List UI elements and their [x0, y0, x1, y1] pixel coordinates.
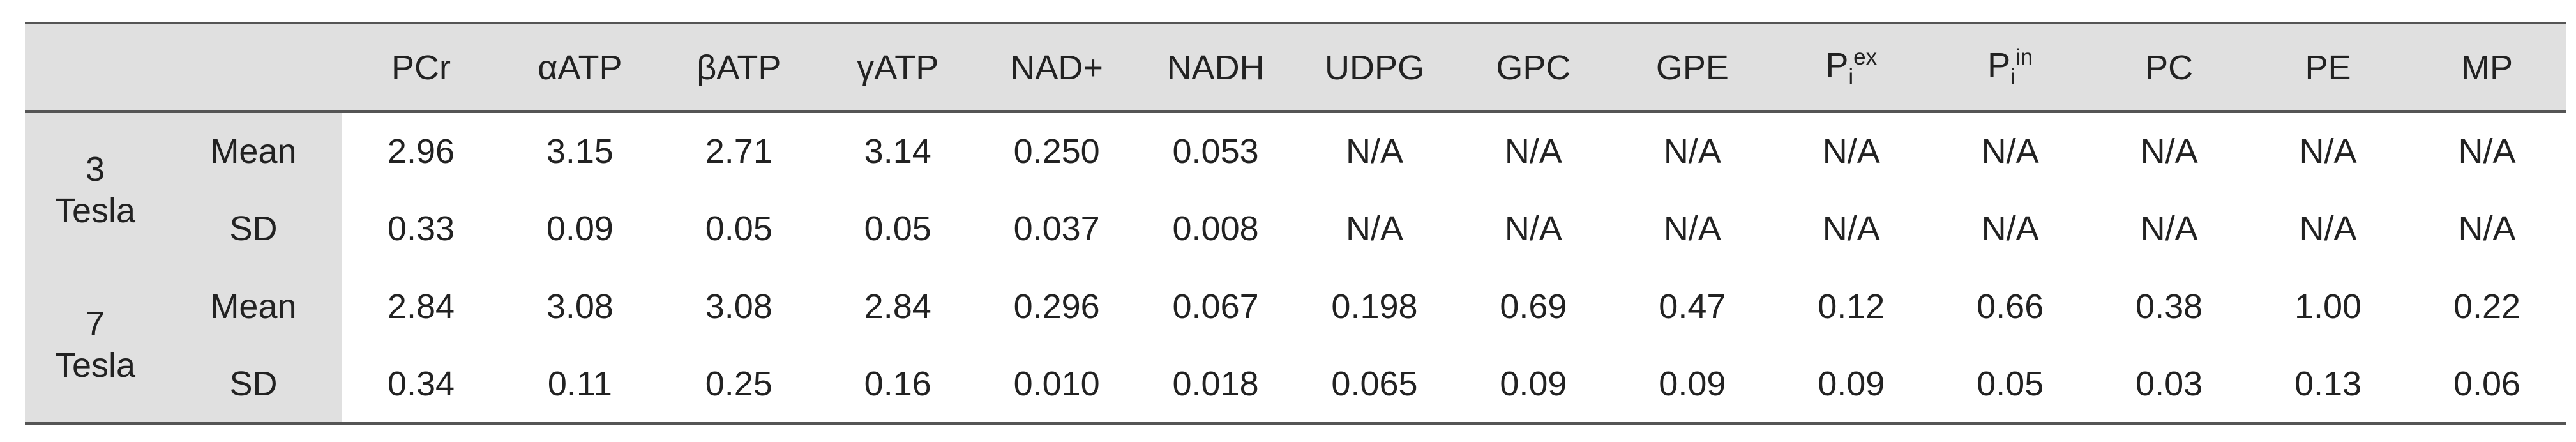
column-header: βATP — [697, 48, 781, 87]
value-cell: 0.067 — [1172, 287, 1259, 326]
value-cell: 0.16 — [864, 365, 931, 403]
value-cell: N/A — [2140, 210, 2198, 248]
value-cell: 0.03 — [2135, 365, 2203, 403]
header-row: PCr αATP βATP γATP NAD+ NADH UDPG GPC GPE Piex Pii… — [25, 23, 2566, 112]
value-cell: 0.09 — [1818, 365, 1885, 403]
column-header: Piin — [1931, 23, 2090, 112]
group-cell: 3 Tesla — [25, 112, 165, 268]
value-cell: 0.13 — [2294, 365, 2362, 403]
value-cell: 0.250 — [1013, 132, 1100, 171]
header-superscript: in — [2015, 45, 2033, 70]
group-label: 3 Tesla — [54, 150, 136, 230]
value-cell: 0.053 — [1172, 132, 1259, 171]
value-cell: 0.008 — [1172, 210, 1259, 248]
value-cell: 3.14 — [864, 132, 931, 171]
stat-label: SD — [165, 190, 342, 268]
group-label: 7 Tesla — [54, 305, 136, 385]
value-cell: N/A — [1504, 132, 1562, 171]
value-cell: 3.08 — [705, 287, 772, 326]
value-cell: N/A — [1663, 210, 1721, 248]
value-cell: 0.47 — [1659, 287, 1726, 326]
value-cell: 0.09 — [1500, 365, 1567, 403]
column-header: PCr — [391, 48, 451, 87]
column-header: γATP — [857, 48, 939, 87]
value-cell: N/A — [2299, 210, 2357, 248]
column-header: αATP — [538, 48, 622, 87]
header-subscript: i — [1848, 64, 1854, 89]
value-cell: N/A — [1663, 132, 1721, 171]
value-cell: 0.05 — [705, 210, 772, 248]
value-cell: 0.09 — [1659, 365, 1726, 403]
value-cell: 0.037 — [1013, 210, 1100, 248]
value-cell: N/A — [1981, 210, 2039, 248]
value-cell: N/A — [2458, 210, 2516, 248]
value-cell: 2.84 — [387, 287, 455, 326]
column-header: MP — [2460, 48, 2513, 87]
value-cell: 0.11 — [547, 365, 612, 403]
value-cell: N/A — [1345, 132, 1403, 171]
value-cell: 0.296 — [1013, 287, 1100, 326]
header-cell — [25, 23, 165, 112]
header-superscript: ex — [1853, 45, 1878, 70]
value-cell: N/A — [1822, 132, 1880, 171]
value-cell: 0.69 — [1500, 287, 1567, 326]
value-cell: 0.12 — [1818, 287, 1885, 326]
value-cell: 0.25 — [705, 365, 772, 403]
value-cell: 0.38 — [2135, 287, 2203, 326]
value-cell: 0.66 — [1977, 287, 2044, 326]
column-header: NAD+ — [1010, 48, 1103, 87]
column-header: UDPG — [1324, 48, 1424, 87]
value-cell: 2.84 — [864, 287, 931, 326]
value-cell: 0.05 — [1977, 365, 2044, 403]
column-header: GPC — [1496, 48, 1571, 87]
column-header: GPE — [1655, 48, 1729, 87]
value-cell: 0.34 — [387, 365, 455, 403]
value-cell: 0.06 — [2453, 365, 2521, 403]
value-cell: 2.96 — [387, 132, 455, 171]
value-cell: 1.00 — [2294, 287, 2362, 326]
value-cell: 0.065 — [1331, 365, 1418, 403]
value-cell: N/A — [2458, 132, 2516, 171]
value-cell: N/A — [1822, 210, 1880, 248]
value-cell: N/A — [2299, 132, 2357, 171]
data-row: 3 Tesla Mean 2.96 3.15 2.71 3.14 0.250 0.053 N/A… — [25, 112, 2566, 268]
stat-label: SD — [165, 346, 342, 423]
column-header: PC — [2145, 48, 2194, 87]
stat-label: Mean — [165, 112, 342, 190]
value-cell: 0.05 — [864, 210, 931, 248]
value-cell: 0.33 — [387, 210, 455, 248]
data-row: 7 Tesla Mean 2.84 3.08 3.08 2.84 0.296 0.067 0.1… — [25, 268, 2566, 423]
value-cell: N/A — [2140, 132, 2198, 171]
value-cell: 2.71 — [705, 132, 772, 171]
value-cell: 0.018 — [1172, 365, 1259, 403]
header-subscript: i — [2010, 64, 2015, 89]
value-cell: 0.09 — [546, 210, 614, 248]
column-header: NADH — [1166, 48, 1265, 87]
value-cell: N/A — [1345, 210, 1403, 248]
value-cell: 0.010 — [1013, 365, 1100, 403]
header-base: P — [1987, 46, 2011, 85]
column-header: Piex — [1772, 23, 1931, 112]
value-cell: 3.15 — [546, 132, 614, 171]
group-cell: 7 Tesla — [25, 268, 165, 423]
results-table: PCr αATP βATP γATP NAD+ NADH UDPG GPC GPE Piex Pii… — [25, 22, 2566, 425]
column-header: PE — [2305, 48, 2351, 87]
data-row: SD 0.34 0.11 0.25 0.16 0.010 0.018 0.065 0.09 0.0… — [25, 346, 2566, 423]
value-cell: 3.08 — [546, 287, 614, 326]
value-cell: N/A — [1981, 132, 2039, 171]
value-cell: 0.198 — [1331, 287, 1418, 326]
data-row: SD 0.33 0.09 0.05 0.05 0.037 0.008 N/A N/A N/A N/A… — [25, 190, 2566, 268]
value-cell: 0.22 — [2453, 287, 2521, 326]
value-cell: N/A — [1504, 210, 1562, 248]
header-cell — [165, 23, 342, 112]
header-base: P — [1825, 46, 1849, 85]
stat-label: Mean — [165, 268, 342, 346]
table-wrap: PCr αATP βATP γATP NAD+ NADH UDPG GPC GPE Piex Pii… — [25, 22, 2566, 425]
